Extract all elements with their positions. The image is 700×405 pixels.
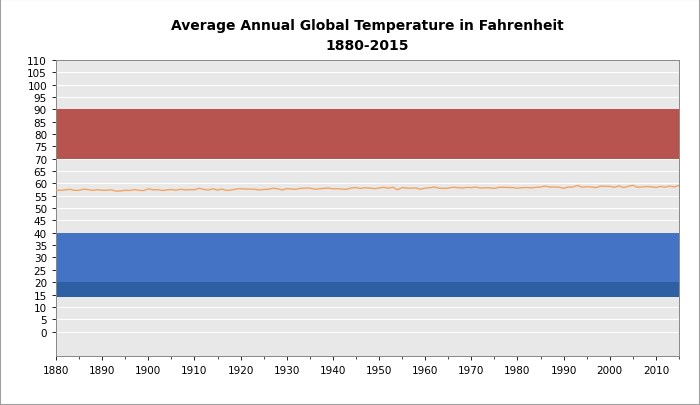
Title: Average Annual Global Temperature in Fahrenheit
1880-2015: Average Annual Global Temperature in Fah… [171, 19, 564, 53]
Bar [56, 110, 679, 159]
Bar [56, 233, 679, 283]
Bar [56, 283, 679, 297]
